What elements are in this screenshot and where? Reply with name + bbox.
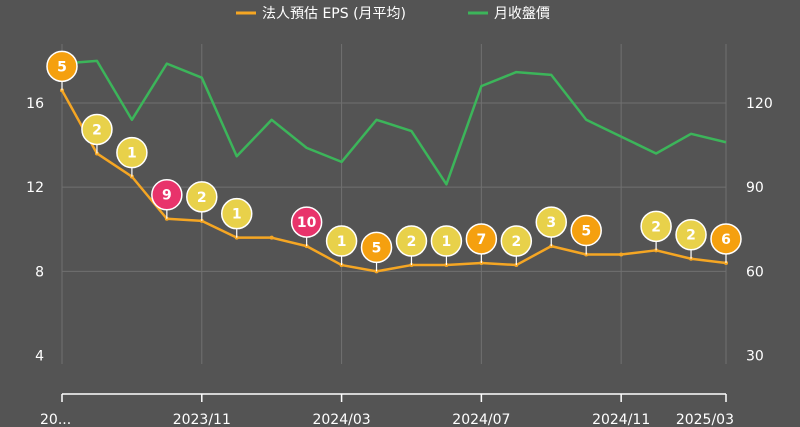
y-right-tick-label: 90 (746, 180, 764, 196)
news-pin[interactable]: 2 (81, 113, 113, 154)
pin-circle (570, 214, 602, 247)
news-pin[interactable]: 5 (360, 231, 393, 272)
eps-point (619, 252, 624, 257)
pin-circle (710, 223, 742, 255)
news-pin[interactable]: 2 (186, 181, 218, 221)
pin-label: 7 (476, 232, 486, 248)
news-pin[interactable]: 2 (395, 225, 428, 266)
pin-circle (186, 181, 218, 213)
news-pin[interactable]: 2 (675, 218, 707, 259)
pin-label: 2 (197, 190, 207, 206)
y-left-tick-label: 4 (35, 349, 44, 365)
pin-circle (500, 225, 533, 257)
pin-circle (360, 231, 393, 264)
news-pin[interactable]: 1 (116, 136, 148, 177)
pin-label: 2 (651, 219, 661, 235)
x-tick-label: 2025/03 (676, 412, 734, 427)
pin-circle (46, 50, 78, 83)
legend-price-label: 月收盤價 (494, 5, 550, 22)
pin-label: 10 (297, 215, 317, 231)
news-pin[interactable]: 9 (151, 178, 183, 219)
pin-label: 3 (546, 215, 556, 231)
news-pin[interactable]: 1 (430, 225, 463, 266)
y-right-tick-label: 60 (746, 264, 764, 280)
x-tick-label: 2024/03 (312, 412, 370, 427)
pin-circle (116, 136, 148, 169)
pin-label: 5 (581, 224, 591, 240)
news-pin[interactable]: 3 (535, 206, 568, 247)
pin-label: 2 (92, 122, 102, 138)
pin-circle (151, 178, 183, 211)
pin-label: 1 (442, 234, 452, 250)
pin-label: 2 (511, 234, 521, 250)
pin-circle (535, 206, 568, 238)
pin-label: 1 (232, 207, 242, 223)
pin-circle (325, 225, 358, 257)
pin-circle (675, 218, 707, 251)
y-left-tick-label: 8 (35, 264, 44, 280)
pin-label: 5 (57, 59, 67, 75)
pin-circle (395, 225, 428, 257)
news-pin[interactable]: 2 (500, 225, 533, 266)
x-tick-label: 2023/11 (173, 412, 231, 427)
legend: 法人預估 EPS (月平均) 月收盤價 (236, 5, 550, 22)
pin-label: 2 (686, 228, 696, 244)
eps-point (269, 235, 274, 240)
news-pin[interactable]: 1 (220, 197, 253, 238)
news-pin[interactable]: 1 (325, 225, 358, 266)
news-pin[interactable]: 5 (46, 50, 78, 91)
pin-label: 5 (372, 240, 382, 256)
eps-series-line (60, 89, 727, 273)
pin-circle (430, 225, 463, 257)
x-tick-label: 2024/07 (452, 412, 510, 427)
news-pin[interactable]: 7 (465, 223, 498, 263)
price-series-line (61, 59, 727, 186)
pin-circle (81, 113, 113, 146)
pin-circle (465, 223, 498, 255)
y-left-tick-label: 16 (26, 96, 44, 112)
pins: 5 2 1 9 2 1 10 1 5 2 1 7 2 3 5 2 2 6 (46, 50, 742, 272)
news-pin[interactable]: 5 (570, 214, 602, 255)
pin-circle (220, 197, 253, 230)
pin-label: 1 (337, 234, 347, 250)
pin-label: 1 (127, 146, 137, 162)
x-tick-label: 2024/11 (592, 412, 650, 427)
pin-circle (290, 206, 323, 238)
news-pin[interactable]: 10 (290, 206, 323, 247)
pin-circle (640, 210, 672, 243)
x-tick-label: 20... (40, 412, 71, 427)
y-right-tick-label: 30 (746, 349, 764, 365)
pin-label: 6 (721, 232, 731, 248)
news-pin[interactable]: 6 (710, 223, 742, 263)
y-right-tick-label: 120 (746, 96, 773, 112)
y-left-tick-label: 12 (26, 180, 44, 196)
news-pin[interactable]: 2 (640, 210, 672, 251)
legend-eps-label: 法人預估 EPS (月平均) (262, 6, 406, 22)
pin-label: 9 (162, 188, 172, 204)
series (60, 59, 728, 274)
pin-label: 2 (407, 234, 417, 250)
